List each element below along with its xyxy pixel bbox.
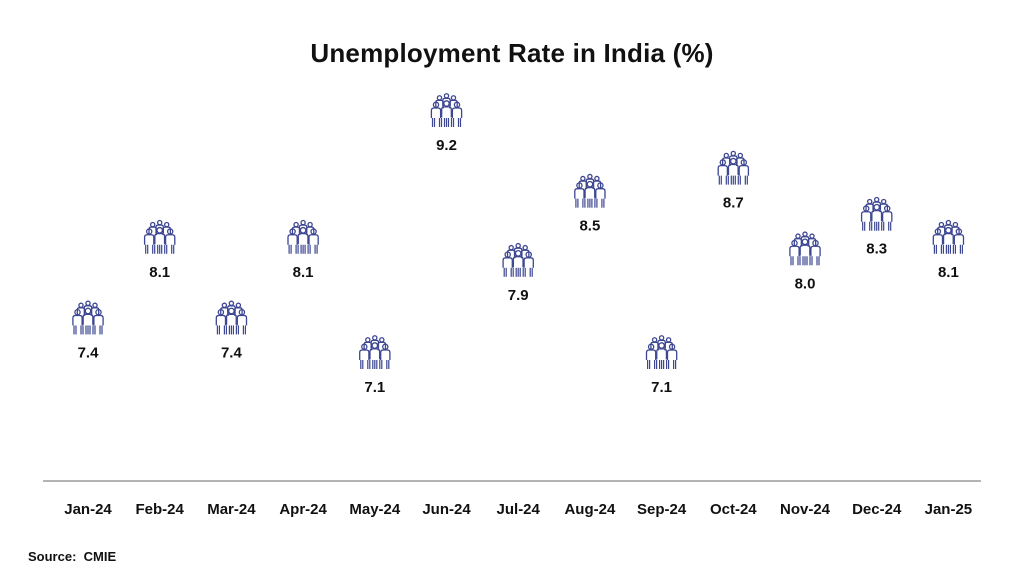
x-tick-label: Sep-24: [637, 501, 687, 518]
data-label: 8.0: [795, 275, 816, 292]
data-label: 7.1: [651, 379, 672, 396]
data-label: 8.1: [149, 264, 170, 281]
x-tick-label: Feb-24: [136, 501, 185, 518]
x-tick-label: Oct-24: [710, 501, 757, 518]
chart-title: Unemployment Rate in India (%): [310, 38, 714, 68]
x-tick-label: Jul-24: [497, 501, 541, 518]
people-group-icon: [143, 219, 176, 254]
data-label: 7.4: [78, 344, 100, 361]
data-label: 7.4: [221, 344, 243, 361]
people-group-icon: [717, 150, 750, 185]
people-group-icon: [645, 335, 678, 369]
people-group-icon: [789, 231, 821, 266]
data-label: 8.5: [579, 218, 600, 235]
people-group-icon: [932, 219, 965, 254]
data-label: 7.1: [364, 379, 385, 396]
people-group-icon: [430, 93, 463, 127]
x-tick-label: Jan-25: [925, 501, 973, 518]
data-label: 8.1: [938, 264, 959, 281]
data-label: 8.1: [293, 264, 314, 281]
x-tick-label: Jan-24: [64, 501, 112, 518]
x-tick-label: Mar-24: [207, 501, 256, 518]
source-note: Source: CMIE: [28, 549, 116, 564]
x-tick-label: Dec-24: [852, 501, 902, 518]
data-label: 8.3: [866, 241, 887, 258]
people-group-icon: [287, 219, 319, 254]
people-group-icon: [215, 300, 248, 335]
source-label: Source:: [28, 549, 77, 564]
data-label: 7.9: [508, 287, 529, 304]
people-group-icon: [72, 300, 104, 335]
people-group-icon: [502, 242, 534, 277]
x-tick-label: May-24: [349, 501, 401, 518]
x-tick-label: Nov-24: [780, 501, 831, 518]
x-tick-label: Jun-24: [422, 501, 471, 518]
people-group-icon: [860, 196, 893, 231]
source-value: CMIE: [83, 549, 117, 564]
x-tick-label: Apr-24: [279, 501, 327, 518]
data-label: 8.7: [723, 195, 744, 212]
x-tick-label: Aug-24: [564, 501, 615, 518]
data-label: 9.2: [436, 137, 457, 154]
people-group-icon: [574, 173, 606, 208]
people-group-icon: [359, 335, 391, 369]
